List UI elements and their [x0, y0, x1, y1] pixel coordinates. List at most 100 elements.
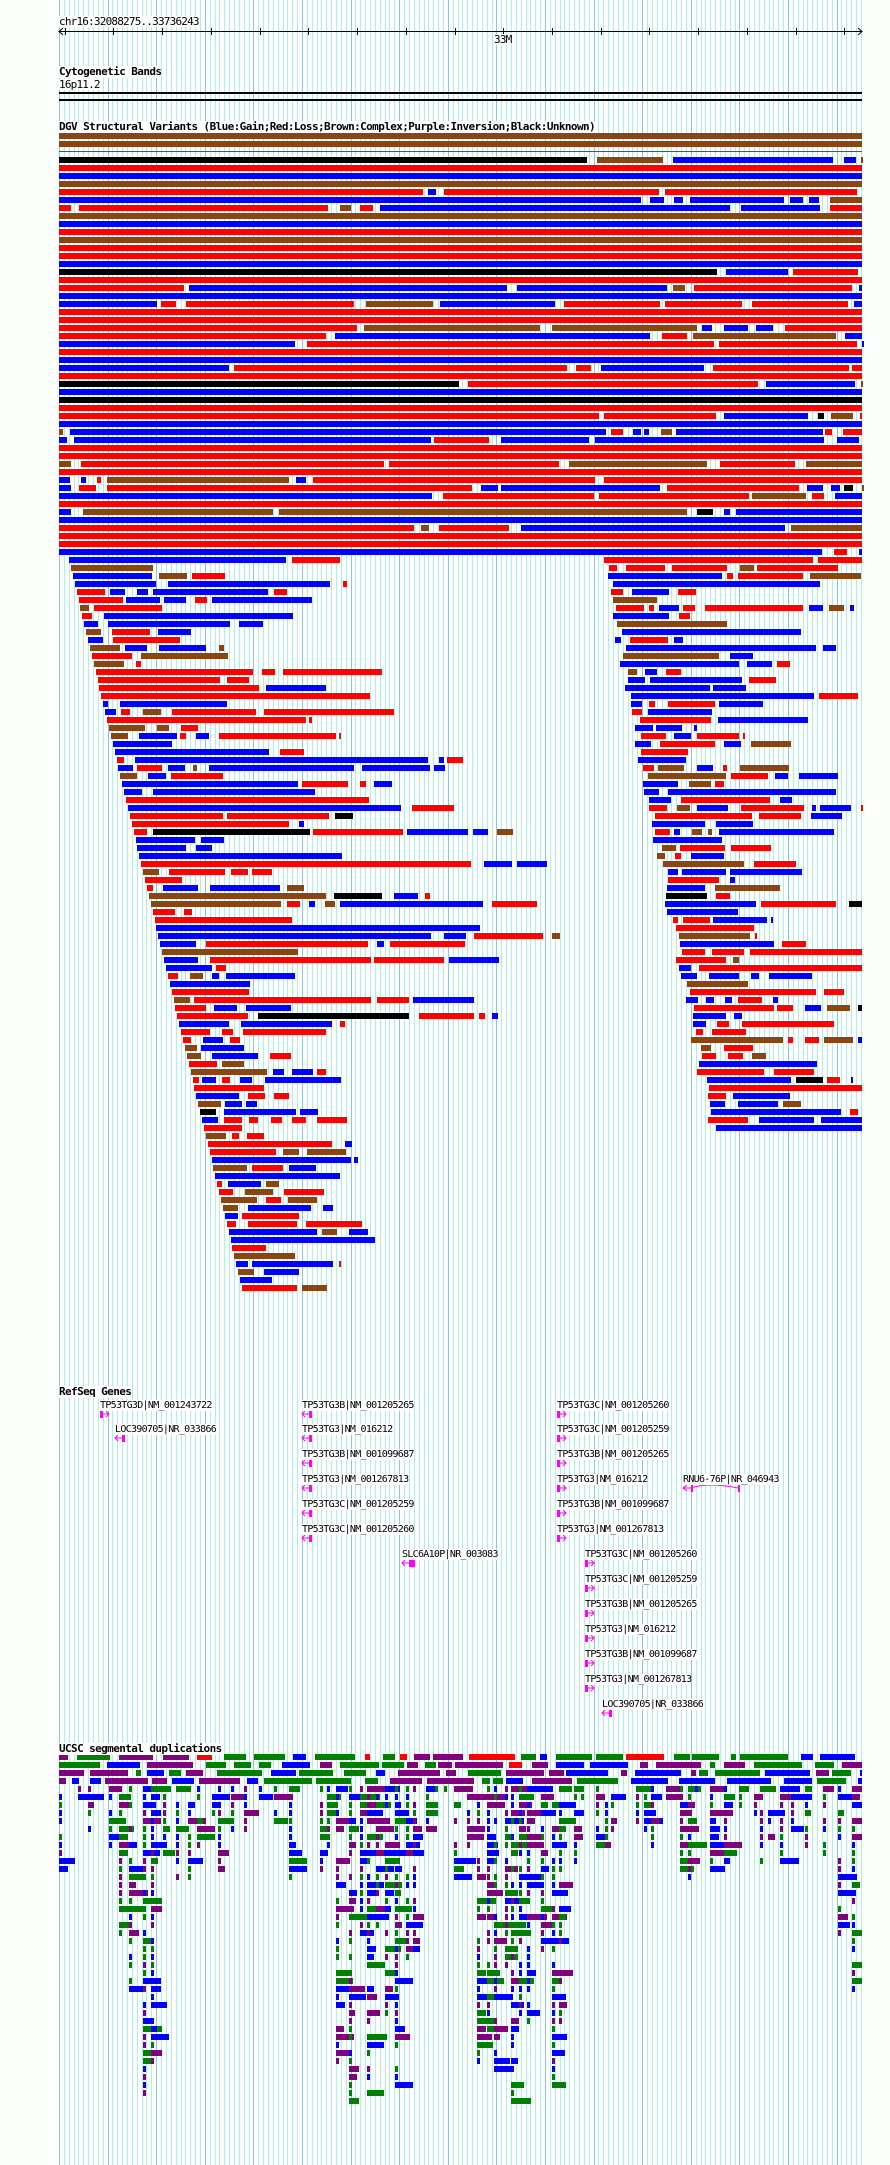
dgv-variant [622, 629, 801, 635]
segdup-feature [710, 1818, 716, 1824]
segdup-feature [336, 1906, 354, 1912]
dgv-variant [153, 909, 175, 915]
gene-label[interactable]: LOC390705|NR_033866 [602, 1699, 704, 1710]
dgv-variant [153, 789, 315, 795]
dgv-variant [204, 1125, 242, 1131]
segdup-feature [395, 2082, 413, 2088]
dgv-variant [112, 629, 150, 635]
segdup-feature [129, 1986, 145, 1992]
segdup-feature [78, 1786, 81, 1792]
dgv-variant [709, 973, 739, 979]
dgv-track-title[interactable]: DGV Structural Variants (Blue:Gain;Red:L… [59, 120, 596, 133]
segdup-feature [218, 1818, 233, 1824]
dgv-variant [84, 621, 98, 627]
gene-label[interactable]: TP53TG3C|NM_001205260 [585, 1549, 697, 1560]
segdup-feature [406, 1930, 409, 1936]
segdup-feature [143, 1930, 146, 1936]
dgv-variant [844, 157, 856, 163]
gene-label[interactable]: TP53TG3B|NM_001205265 [585, 1599, 697, 1610]
segdup-feature [710, 1842, 724, 1848]
segdup-feature [349, 2010, 355, 2016]
dgv-variant [697, 805, 728, 811]
dgv-variant [717, 1021, 729, 1027]
cytoband-label[interactable]: 16p11.2 [59, 78, 101, 91]
gene-label[interactable]: TP53TG3B|NM_001099687 [585, 1649, 697, 1660]
segdups-track-title[interactable]: UCSC segmental duplications [59, 1742, 222, 1755]
gene-label[interactable]: TP53TG3C|NM_001205260 [302, 1524, 414, 1535]
dgv-variant [701, 1045, 711, 1051]
dgv-variant [604, 557, 813, 563]
grid-minor-line [438, 0, 439, 2165]
cytoband-track-title[interactable]: Cytogenetic Bands [59, 65, 162, 78]
gene-label[interactable]: TP53TG3B|NM_001099687 [302, 1449, 414, 1460]
gene-label[interactable]: TP53TG3|NM_001267813 [585, 1674, 692, 1685]
dgv-variant [210, 1149, 276, 1155]
gene-label[interactable]: TP53TG3|NM_001267813 [302, 1474, 409, 1485]
gene-label[interactable]: TP53TG3C|NM_001205259 [557, 1424, 669, 1435]
gene-label[interactable]: TP53TG3C|NM_001205260 [557, 1400, 669, 1411]
refseq-track-title[interactable]: RefSeq Genes [59, 1385, 132, 1398]
grid-minor-line [472, 0, 473, 2165]
segdup-feature [360, 1786, 363, 1792]
grid-minor-line [166, 0, 167, 2165]
segdup-feature [527, 1922, 530, 1928]
segdup-feature [425, 1762, 436, 1768]
dgv-variant [223, 1205, 238, 1211]
segdup-feature [336, 2002, 345, 2008]
segdup-feature [218, 1826, 221, 1832]
segdup-feature [710, 1762, 715, 1768]
segdup-feature [315, 1754, 355, 1760]
dgv-variant [697, 509, 713, 515]
gene-label[interactable]: TP53TG3|NM_001267813 [557, 1524, 664, 1535]
dgv-variant [264, 709, 394, 715]
grid-minor-line [409, 0, 410, 2165]
gene-label[interactable]: TP53TG3B|NM_001099687 [557, 1499, 669, 1510]
segdup-feature [838, 1906, 841, 1912]
segdup-feature [218, 1802, 221, 1808]
gene-label[interactable]: RNU6-76P|NR_046943 [683, 1474, 779, 1485]
gene-label[interactable]: TP53TG3C|NM_001205259 [585, 1574, 697, 1585]
segdup-feature [406, 1818, 417, 1824]
segdup-feature [494, 1962, 497, 1968]
segdup-feature [383, 1754, 395, 1760]
dgv-variant [632, 589, 669, 595]
dgv-variant [660, 741, 715, 747]
segdup-feature [336, 1794, 339, 1800]
dgv-variant [782, 941, 806, 947]
segdup-feature [77, 1754, 110, 1760]
segdup-feature [768, 1810, 785, 1816]
grid-minor-line [564, 0, 565, 2165]
segdup-feature [754, 1810, 757, 1816]
dgv-variant [166, 965, 212, 971]
dgv-variant [246, 1101, 257, 1107]
dgv-variant [719, 829, 834, 835]
dgv-variant [59, 165, 862, 171]
segdup-feature [188, 1842, 191, 1848]
gene-label[interactable]: TP53TG3|NM_016212 [302, 1424, 393, 1435]
dgv-variant [239, 621, 263, 627]
gene-label[interactable]: LOC390705|NR_033866 [115, 1424, 217, 1435]
gene-label[interactable]: TP53TG3B|NM_001205265 [557, 1449, 669, 1460]
dgv-variant [126, 597, 160, 603]
gene-strand-plus-icon [560, 1459, 567, 1467]
segdup-feature [823, 1794, 826, 1800]
gene-label[interactable]: SLC6A10P|NR_003083 [402, 1549, 498, 1560]
gene-label[interactable]: TP53TG3|NM_016212 [557, 1474, 648, 1485]
segdup-feature [327, 1826, 330, 1832]
dgv-variant [59, 485, 71, 491]
segdup-feature [247, 1778, 258, 1784]
segdup-feature [349, 2066, 359, 2072]
gene-label[interactable]: TP53TG3|NM_016212 [585, 1624, 676, 1635]
segdup-feature [521, 1754, 536, 1760]
dgv-variant [190, 973, 203, 979]
segdup-feature [574, 1834, 583, 1840]
grid-minor-line [793, 0, 794, 2165]
dgv-variant [313, 829, 403, 835]
gene-label[interactable]: TP53TG3C|NM_001205259 [302, 1499, 414, 1510]
segdup-feature [477, 1794, 492, 1800]
segdup-feature [151, 1786, 169, 1792]
dgv-variant [831, 413, 853, 419]
gene-label[interactable]: TP53TG3D|NM_001243722 [100, 1400, 212, 1411]
segdup-feature [640, 1762, 648, 1768]
gene-label[interactable]: TP53TG3B|NM_001205265 [302, 1400, 414, 1411]
